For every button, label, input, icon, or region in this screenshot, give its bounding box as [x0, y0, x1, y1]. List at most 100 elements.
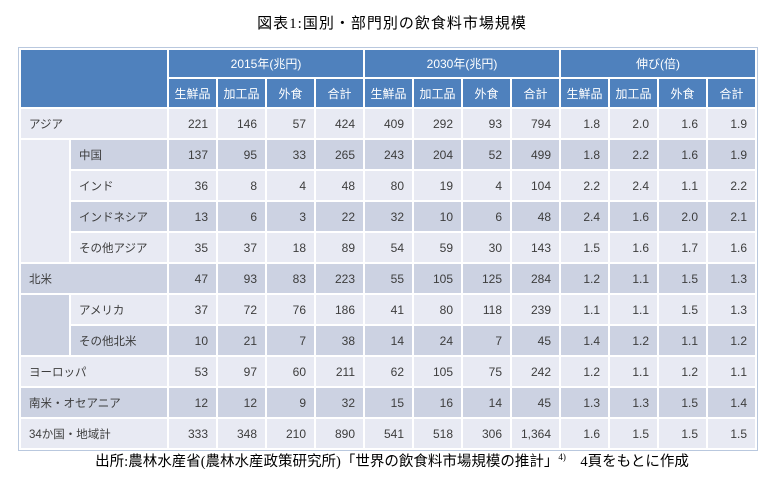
- data-cell: 1.8: [561, 109, 608, 138]
- data-cell: 1.4: [561, 326, 608, 355]
- corner-cell: [21, 50, 167, 107]
- data-cell: 14: [365, 326, 412, 355]
- data-cell: 204: [414, 140, 461, 169]
- data-cell: 284: [512, 264, 559, 293]
- data-cell: 1.6: [561, 419, 608, 448]
- data-cell: 95: [218, 140, 265, 169]
- table-row: 中国 137 95 33 265 243 204 52 499 1.8 2.2 …: [21, 140, 755, 262]
- data-cell: 93: [463, 109, 510, 138]
- data-cell: 541: [365, 419, 412, 448]
- data-cell: 1.4: [708, 388, 755, 417]
- data-cell: 105: [414, 357, 461, 386]
- data-cell: 7: [463, 326, 510, 355]
- data-cell: 45: [512, 326, 559, 355]
- data-cell: 45: [512, 388, 559, 417]
- data-cell: 37: [169, 295, 216, 324]
- table-row: 南米・オセアニア 12 12 9 32 15 16 14 45 1.3 1.3 …: [21, 388, 755, 417]
- row-label: 南米・オセアニア: [21, 388, 167, 417]
- data-cell: 41: [365, 295, 412, 324]
- data-cell: 12: [218, 388, 265, 417]
- column-header: 外食: [463, 79, 510, 107]
- row-label: 中国: [71, 140, 167, 169]
- data-cell: 8: [218, 171, 265, 200]
- data-cell: 306: [463, 419, 510, 448]
- data-cell: 1.1: [561, 295, 608, 324]
- data-cell: 1.5: [659, 264, 706, 293]
- data-cell: 37: [218, 233, 265, 262]
- data-cell: 1.2: [610, 326, 657, 355]
- data-cell: 1.9: [708, 140, 755, 169]
- source-note: 出所:農林水産省(農林水産政策研究所)「世界の飲食料市場規模の推計」4) 4頁を…: [0, 450, 784, 471]
- data-cell: 105: [414, 264, 461, 293]
- data-cell: 57: [267, 109, 314, 138]
- data-cell: 1.1: [659, 326, 706, 355]
- data-cell: 1.8: [561, 140, 608, 169]
- row-label: アメリカ: [71, 295, 167, 324]
- row-label: 北米: [21, 264, 167, 293]
- data-cell: 19: [414, 171, 461, 200]
- column-header: 加工品: [414, 79, 461, 107]
- data-cell: 223: [316, 264, 363, 293]
- market-size-table: 2015年(兆円) 2030年(兆円) 伸び(倍) 生鮮品 加工品 外食 合計 …: [18, 47, 758, 451]
- data-cell: 1.5: [561, 233, 608, 262]
- source-note-text: 出所:農林水産省(農林水産政策研究所)「世界の飲食料市場規模の推計」: [95, 454, 559, 470]
- table-row: 34か国・地域計 333 348 210 890 541 518 306 1,3…: [21, 419, 755, 448]
- data-cell: 890: [316, 419, 363, 448]
- page-title: 図表1:国別・部門別の飲食料市場規模: [257, 16, 527, 32]
- data-cell: 35: [169, 233, 216, 262]
- column-header: 生鮮品: [365, 79, 412, 107]
- data-cell: 21: [218, 326, 265, 355]
- row-label: アジア: [21, 109, 167, 138]
- data-cell: 2.1: [708, 202, 755, 231]
- data-cell: 242: [512, 357, 559, 386]
- column-group-2030: 2030年(兆円): [365, 50, 559, 77]
- data-cell: 137: [169, 140, 216, 169]
- column-header: 合計: [512, 79, 559, 107]
- data-cell: 146: [218, 109, 265, 138]
- table-row: その他アジア 35 37 18 89 54 59 30 143 1.5 1.6 …: [21, 233, 755, 262]
- data-cell: 1.2: [659, 357, 706, 386]
- data-cell: 2.2: [561, 171, 608, 200]
- row-label: ヨーロッパ: [21, 357, 167, 386]
- data-cell: 292: [414, 109, 461, 138]
- column-header: 合計: [316, 79, 363, 107]
- footnote-marker: 4): [558, 452, 566, 463]
- row-label: その他アジア: [71, 233, 167, 262]
- data-cell: 72: [218, 295, 265, 324]
- data-cell: 10: [169, 326, 216, 355]
- data-cell: 6: [463, 202, 510, 231]
- data-cell: 1.2: [708, 326, 755, 355]
- data-cell: 211: [316, 357, 363, 386]
- data-cell: 48: [512, 202, 559, 231]
- data-cell: 424: [316, 109, 363, 138]
- data-cell: 333: [169, 419, 216, 448]
- data-cell: 186: [316, 295, 363, 324]
- data-cell: 12: [169, 388, 216, 417]
- data-cell: 76: [267, 295, 314, 324]
- data-cell: 409: [365, 109, 412, 138]
- data-cell: 83: [267, 264, 314, 293]
- data-cell: 52: [463, 140, 510, 169]
- table-row: アメリカ 37 72 76 186 41 80 118 239 1.1 1.1 …: [21, 295, 755, 355]
- data-cell: 93: [218, 264, 265, 293]
- data-cell: 1.2: [561, 264, 608, 293]
- column-group-growth: 伸び(倍): [561, 50, 755, 77]
- data-cell: 60: [267, 357, 314, 386]
- column-group-2015: 2015年(兆円): [169, 50, 363, 77]
- data-cell: 80: [414, 295, 461, 324]
- column-header: 外食: [659, 79, 706, 107]
- data-cell: 59: [414, 233, 461, 262]
- data-cell: 14: [463, 388, 510, 417]
- data-cell: 2.4: [561, 202, 608, 231]
- column-header: 合計: [708, 79, 755, 107]
- data-cell: 118: [463, 295, 510, 324]
- data-cell: 1.6: [659, 140, 706, 169]
- column-header: 生鮮品: [561, 79, 608, 107]
- data-cell: 36: [169, 171, 216, 200]
- data-cell: 3: [267, 202, 314, 231]
- data-cell: 1.6: [659, 109, 706, 138]
- data-cell: 1.6: [610, 233, 657, 262]
- data-cell: 30: [463, 233, 510, 262]
- data-cell: 1.5: [659, 419, 706, 448]
- data-cell: 1.3: [610, 388, 657, 417]
